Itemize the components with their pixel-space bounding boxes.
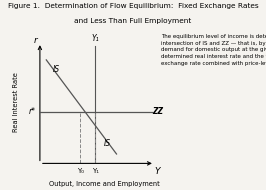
Text: IS: IS: [104, 139, 111, 149]
Text: Output, Income and Employment: Output, Income and Employment: [49, 181, 160, 187]
Text: Y: Y: [154, 167, 160, 176]
Text: ZZ: ZZ: [153, 107, 164, 116]
Text: Real Interest Rate: Real Interest Rate: [14, 72, 19, 132]
Text: Y₀: Y₀: [77, 168, 84, 174]
Text: r: r: [34, 36, 38, 45]
Text: Y₁: Y₁: [92, 34, 99, 44]
Text: The equilibrium level of income is determined by the
intersection of IS and ZZ —: The equilibrium level of income is deter…: [161, 34, 266, 66]
Text: Y₁: Y₁: [92, 168, 99, 174]
Text: IS: IS: [53, 65, 60, 74]
Text: Figure 1.  Determination of Flow Equilibrium:  Fixed Exchange Rates: Figure 1. Determination of Flow Equilibr…: [8, 3, 258, 9]
Text: and Less Than Full Employment: and Less Than Full Employment: [74, 18, 192, 24]
Text: r*: r*: [29, 107, 36, 116]
